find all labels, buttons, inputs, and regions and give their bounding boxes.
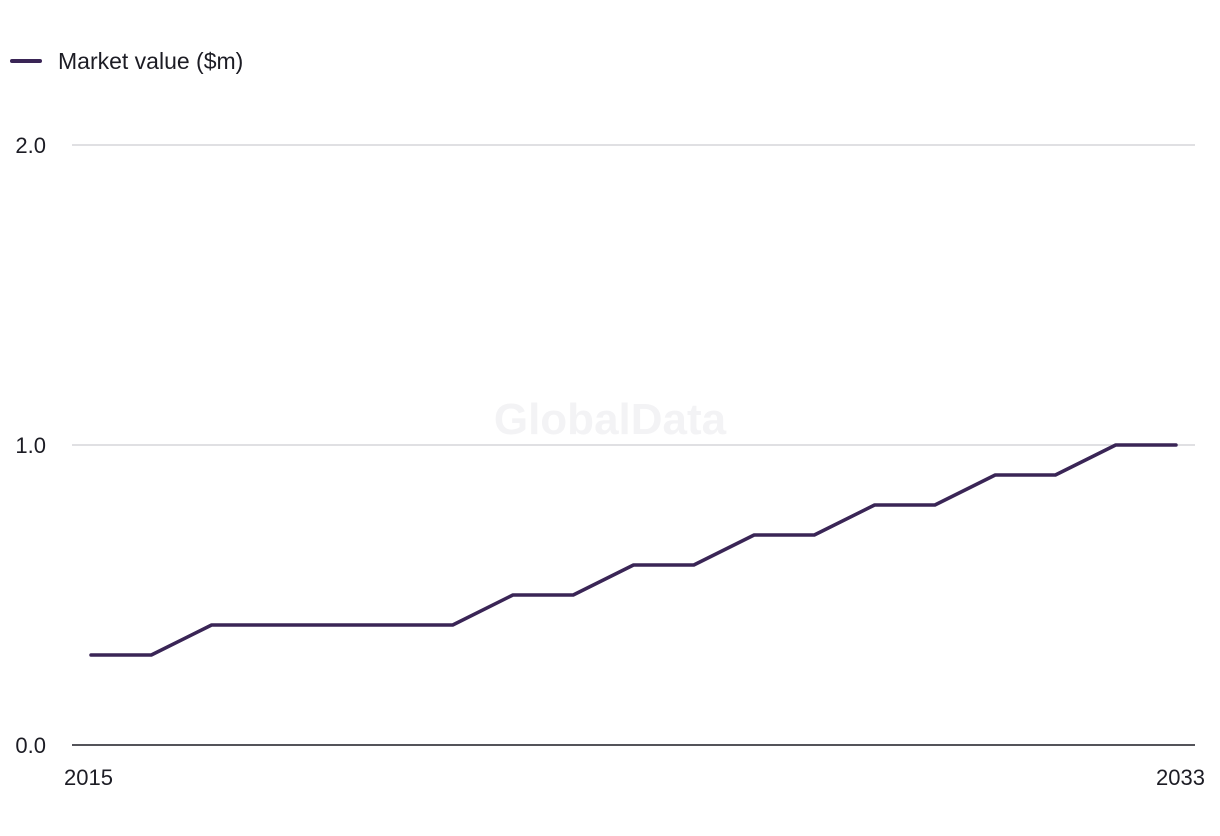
- legend-label: Market value ($m): [58, 47, 244, 74]
- watermark-text: GlobalData: [494, 395, 727, 444]
- x-tick-label: 2015: [64, 765, 113, 790]
- data-point: [390, 623, 394, 627]
- data-point: [1114, 443, 1118, 447]
- data-point: [270, 623, 274, 627]
- series-line-market-value: [89, 443, 1178, 657]
- chart-legend: Market value ($m): [10, 46, 243, 76]
- data-point: [330, 623, 334, 627]
- y-tick-label: 0.0: [15, 733, 46, 758]
- data-point: [210, 623, 214, 627]
- data-point: [692, 563, 696, 567]
- y-tick-label: 1.0: [15, 433, 46, 458]
- x-tick-label: 2033: [1156, 765, 1205, 790]
- data-point: [511, 593, 515, 597]
- legend-swatch: [10, 59, 42, 63]
- data-point: [1053, 473, 1057, 477]
- data-point: [89, 653, 93, 657]
- data-point: [873, 503, 877, 507]
- data-point: [1174, 443, 1178, 447]
- data-point: [149, 653, 153, 657]
- data-point: [812, 533, 816, 537]
- data-point: [451, 623, 455, 627]
- data-point: [993, 473, 997, 477]
- y-tick-label: 2.0: [15, 133, 46, 158]
- data-point: [632, 563, 636, 567]
- data-point: [933, 503, 937, 507]
- data-point: [571, 593, 575, 597]
- data-point: [752, 533, 756, 537]
